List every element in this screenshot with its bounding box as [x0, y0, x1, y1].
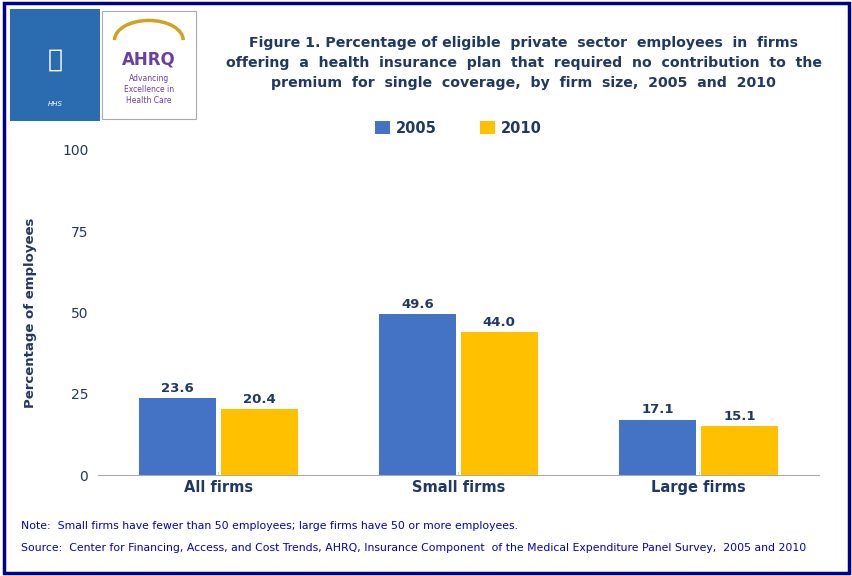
Bar: [379, 314, 456, 475]
Text: 15.1: 15.1: [722, 410, 755, 423]
Y-axis label: Percentage of employees: Percentage of employees: [24, 217, 37, 408]
Text: AHRQ: AHRQ: [122, 50, 176, 68]
Text: Note:  Small firms have fewer than 50 employees; large firms have 50 or more emp: Note: Small firms have fewer than 50 emp…: [21, 521, 518, 531]
Text: 49.6: 49.6: [400, 298, 434, 310]
Bar: [221, 409, 297, 475]
Bar: [139, 399, 216, 475]
Text: Figure 1. Percentage of eligible  private  sector  employees  in  firms
offering: Figure 1. Percentage of eligible private…: [226, 36, 820, 90]
Legend: 2005, 2010: 2005, 2010: [369, 115, 547, 142]
Text: 44.0: 44.0: [482, 316, 515, 329]
Text: 17.1: 17.1: [641, 403, 673, 416]
Text: 23.6: 23.6: [161, 382, 193, 395]
Text: 🦅: 🦅: [48, 47, 62, 71]
Text: HHS: HHS: [48, 101, 62, 108]
Text: Advancing
Excellence in
Health Care: Advancing Excellence in Health Care: [124, 74, 174, 105]
Text: Source:  Center for Financing, Access, and Cost Trends, AHRQ, Insurance Componen: Source: Center for Financing, Access, an…: [21, 543, 806, 552]
Bar: [619, 419, 695, 475]
Bar: [460, 332, 537, 475]
Text: 20.4: 20.4: [243, 393, 275, 406]
Bar: [700, 426, 777, 475]
